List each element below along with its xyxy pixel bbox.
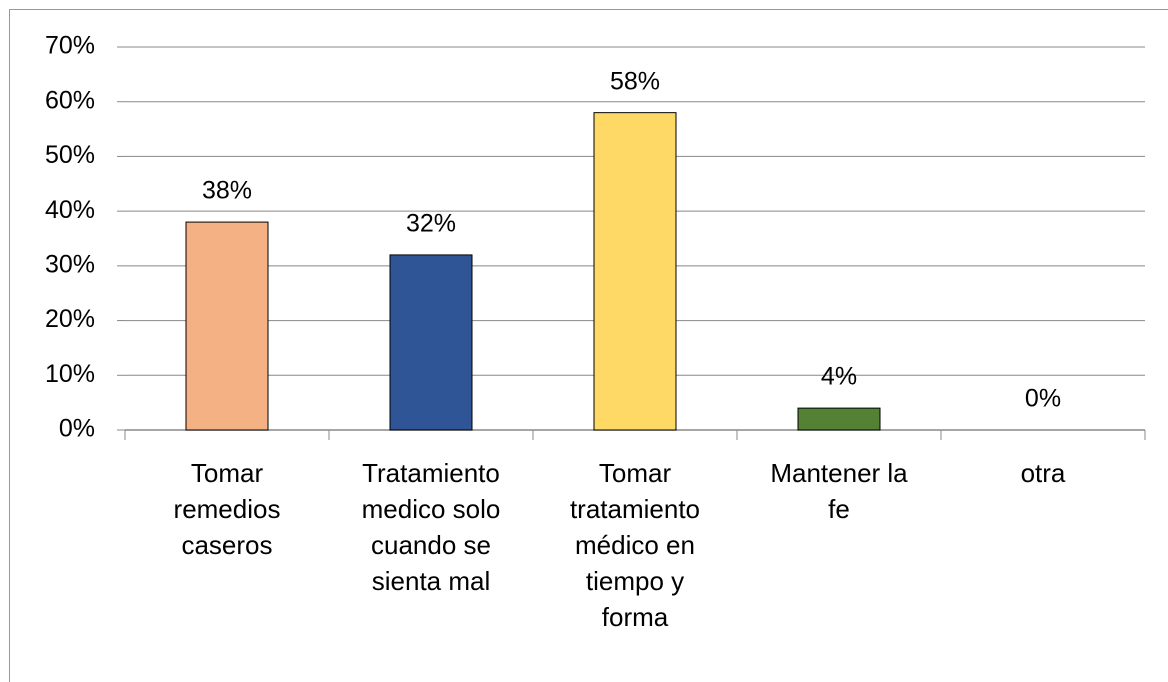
y-tick-label: 30%	[45, 250, 95, 278]
data-label: 38%	[202, 177, 252, 205]
y-tick-label: 20%	[45, 305, 95, 333]
bar	[593, 112, 677, 431]
x-tick-label: Mantener la fe	[770, 458, 908, 524]
y-tick-label: 50%	[45, 141, 95, 169]
y-tick-label: 10%	[45, 360, 95, 388]
x-tick-label: Tomar tratamiento médico en tiempo y for…	[569, 458, 701, 632]
x-tick-label: Tratamiento medico solo cuando se sienta…	[361, 458, 501, 596]
chart-border	[9, 9, 1168, 682]
bar	[389, 254, 473, 431]
bar	[797, 407, 881, 431]
y-tick-label: 40%	[45, 196, 95, 224]
y-tick-label: 60%	[45, 86, 95, 114]
x-tick-label: otra	[1020, 458, 1066, 488]
bar	[185, 221, 269, 431]
x-tick-label: Tomar remedios caseros	[173, 458, 281, 560]
data-label: 4%	[821, 363, 857, 391]
data-label: 58%	[610, 67, 660, 95]
data-label: 0%	[1025, 385, 1061, 413]
data-label: 32%	[406, 210, 456, 238]
y-tick-label: 0%	[59, 415, 95, 443]
y-tick-label: 70%	[45, 32, 95, 60]
